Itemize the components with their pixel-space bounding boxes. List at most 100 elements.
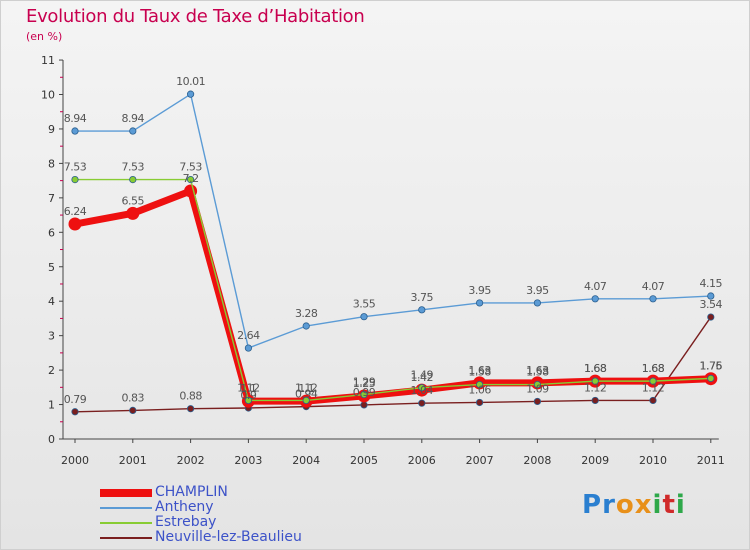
data-point	[649, 295, 657, 303]
y-tick-label: 7	[48, 192, 55, 205]
data-label: 1.58	[526, 366, 549, 379]
data-point	[129, 406, 137, 415]
data-point	[129, 175, 137, 184]
y-tick-label: 3	[48, 330, 55, 343]
y-tick-label: 9	[48, 123, 55, 136]
logo-letter: i	[675, 490, 686, 520]
logo-letter: r	[602, 490, 616, 520]
data-point	[302, 322, 310, 330]
x-tick-label: 2007	[466, 454, 494, 467]
data-label: 8.94	[64, 112, 87, 125]
data-label: 3.95	[526, 284, 549, 297]
data-label: 1.12	[295, 381, 318, 394]
data-label: 1.29	[353, 376, 376, 389]
x-tick-label: 2002	[177, 454, 205, 467]
data-label: 1.63	[468, 364, 491, 377]
legend-swatch	[100, 522, 152, 524]
data-label: 0.88	[179, 390, 202, 403]
data-point	[244, 396, 252, 405]
data-point	[126, 206, 140, 220]
data-label: 1.58	[468, 366, 491, 379]
legend-label: Estrebay	[155, 514, 217, 530]
data-label: 6.55	[122, 194, 145, 207]
y-tick-label: 0	[48, 433, 55, 446]
data-label: 1.68	[642, 362, 665, 375]
data-label: 1.42	[411, 371, 434, 384]
data-label: 1.12	[237, 381, 260, 394]
x-tick-label: 2005	[350, 454, 378, 467]
series-line-estrebay	[74, 178, 712, 402]
data-point	[533, 380, 542, 389]
data-label: 7.53	[122, 161, 145, 174]
x-tick-label: 2010	[639, 454, 667, 467]
data-point	[360, 401, 368, 409]
data-label: 3.95	[468, 284, 491, 297]
legend-swatch	[100, 507, 152, 509]
data-label: 0.94	[295, 388, 318, 401]
x-tick-label: 2008	[523, 454, 551, 467]
x-tick-label: 2011	[697, 454, 725, 467]
data-label: 0.99	[353, 386, 376, 399]
data-point	[187, 90, 195, 98]
data-point	[360, 390, 368, 399]
series-line-antheny	[74, 93, 712, 349]
y-tick-label: 10	[41, 89, 55, 102]
data-label: 4.07	[584, 280, 607, 293]
data-label: 1.63	[526, 364, 549, 377]
chart-title: Evolution du Taux de Taxe d’Habitation	[26, 6, 365, 27]
data-label: 1.12	[642, 381, 665, 394]
data-point	[71, 408, 79, 416]
data-label: 0.83	[122, 391, 145, 404]
data-point	[707, 313, 715, 321]
data-label: 1.12	[584, 381, 607, 394]
data-label: 2.64	[237, 329, 260, 342]
logo-letter: t	[662, 490, 676, 520]
data-label: 4.15	[700, 277, 723, 290]
data-point	[591, 396, 599, 405]
legend-label: CHAMPLIN	[155, 484, 228, 500]
data-point	[475, 398, 484, 407]
data-label: 3.54	[700, 298, 723, 311]
data-point	[649, 396, 657, 405]
data-label: 7.53	[64, 161, 87, 174]
data-label: 0.9	[240, 389, 256, 402]
data-label: 1.1	[298, 382, 314, 395]
unit-label: (en %)	[26, 30, 63, 43]
data-label: 1.06	[468, 383, 491, 396]
data-label: 1.04	[411, 384, 434, 397]
x-tick-label: 2009	[581, 454, 609, 467]
data-label: 4.07	[642, 280, 665, 293]
data-label: 1.25	[353, 377, 376, 390]
x-tick-label: 2000	[61, 454, 89, 467]
x-tick-label: 2001	[119, 454, 147, 467]
data-point	[244, 344, 252, 352]
data-label: 3.55	[353, 298, 376, 311]
data-point	[707, 292, 715, 300]
data-label: 1.68	[584, 362, 607, 375]
data-label: 1.68	[642, 362, 665, 375]
series-line-champlin	[71, 187, 715, 405]
legend-swatch	[100, 489, 152, 497]
series-line-neuville-lez-beaulieu	[74, 316, 712, 413]
legend-label: Antheny	[155, 499, 214, 515]
data-label: 3.75	[411, 291, 434, 304]
x-tick-label: 2004	[292, 454, 320, 467]
data-point	[71, 175, 79, 184]
data-point	[475, 299, 484, 307]
data-point	[129, 127, 137, 135]
y-tick-label: 6	[48, 226, 55, 239]
proxiti-logo: Proxiti	[582, 490, 686, 520]
y-tick-label: 5	[48, 261, 55, 274]
legend-label: Neuville-lez-Beaulieu	[155, 529, 302, 545]
data-point	[591, 295, 599, 303]
data-point	[475, 380, 484, 389]
logo-letter: P	[582, 490, 603, 520]
data-point	[360, 313, 368, 321]
y-tick-label: 8	[48, 157, 55, 170]
data-label: 1.49	[411, 369, 434, 382]
logo-letter: i	[652, 490, 663, 520]
logo-letter: o	[615, 490, 635, 520]
data-label: 1.68	[584, 362, 607, 375]
